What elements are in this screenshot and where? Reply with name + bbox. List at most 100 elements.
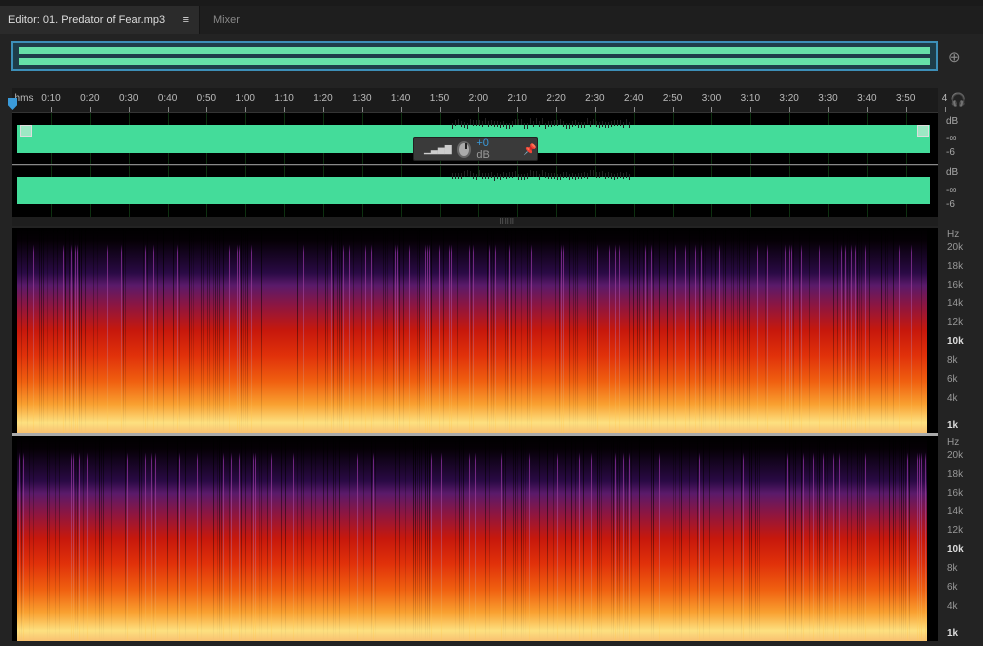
channel-divider — [12, 433, 938, 436]
waveform-peak — [545, 122, 546, 129]
waveform-peak — [599, 121, 600, 128]
ruler-tick — [944, 107, 946, 112]
waveform-peak — [488, 121, 489, 128]
waveform-right — [17, 177, 930, 204]
waveform-peak — [590, 170, 591, 177]
waveform-peak — [596, 120, 597, 127]
waveform-peak — [455, 119, 456, 126]
waveform-peak — [581, 121, 582, 128]
waveform-peak — [509, 172, 510, 179]
waveform-peak — [602, 171, 603, 178]
gain-hud[interactable]: ▁▃▅▇ +0 dB 📌 — [413, 137, 538, 161]
waveform-peak — [515, 170, 516, 177]
waveform-peak — [563, 172, 564, 179]
ruler-tick — [206, 107, 208, 112]
hz-label: 4k — [947, 393, 958, 404]
tab-mixer[interactable]: Mixer — [213, 14, 240, 26]
ruler-tick-label: 4 — [941, 93, 948, 104]
waveform-peak — [566, 172, 567, 179]
waveform-peak — [485, 173, 486, 180]
waveform-peak — [524, 174, 525, 181]
waveform-peak — [605, 122, 606, 129]
waveform-peak — [608, 122, 609, 129]
waveform-peak — [569, 174, 570, 181]
ruler-tick — [556, 107, 558, 112]
waveform-peak — [467, 122, 468, 129]
waveform-peak — [623, 173, 624, 180]
db-unit: dB — [946, 167, 959, 178]
waveform-peak — [566, 122, 567, 129]
time-ruler[interactable]: hms 0:10 0:20 0:30 0:40 0:50 1:00 1:10 1:20 1:30… — [12, 88, 947, 113]
spectrogram-right[interactable] — [12, 436, 938, 641]
ruler-unit: hms — [14, 93, 34, 104]
ruler-tick-label: 3:30 — [818, 93, 838, 104]
waveform-peak — [491, 171, 492, 178]
ruler-tick-label: 2:30 — [585, 93, 605, 104]
spectrogram-streaks — [17, 228, 927, 433]
waveform-peak — [599, 172, 600, 179]
waveform-peak — [560, 118, 561, 125]
waveform-peak — [587, 173, 588, 180]
waveform-peak — [584, 121, 585, 128]
ruler-tick — [517, 107, 519, 112]
hz-label: 18k — [947, 261, 964, 272]
waveform-peak — [506, 173, 507, 180]
panel-tabs: Editor: 01. Predator of Fear.mp3 ≡ Mixer — [0, 6, 983, 34]
overview-navigator[interactable] — [11, 41, 938, 71]
ruler-tick-label: 3:40 — [857, 93, 877, 104]
db-label: -∞ — [946, 133, 957, 144]
waveform-peak — [515, 119, 516, 126]
waveform-peak — [467, 170, 468, 177]
spectrogram-left[interactable] — [12, 228, 938, 433]
waveform-peak — [614, 119, 615, 126]
hz-label: 8k — [947, 563, 958, 574]
ruler-tick — [633, 107, 635, 112]
hz-label: 12k — [947, 525, 964, 536]
waveform-peak — [473, 119, 474, 126]
waveform-peak — [581, 173, 582, 180]
waveform-peak — [563, 121, 564, 128]
ruler-tick-label: 0:10 — [41, 93, 61, 104]
waveform-peak — [494, 120, 495, 127]
waveform-peak — [464, 121, 465, 128]
ruler-tick — [167, 107, 169, 112]
waveform-peak — [548, 172, 549, 179]
waveform-peak — [617, 120, 618, 127]
hz-label: 20k — [947, 450, 964, 461]
overview-wave-left — [19, 47, 930, 54]
gain-knob[interactable] — [456, 140, 472, 158]
waveform-peak — [623, 121, 624, 128]
waveform-peak — [590, 120, 591, 127]
waveform-channel-right[interactable] — [12, 166, 938, 217]
waveform-peak — [584, 172, 585, 179]
hz-label: 6k — [947, 582, 958, 593]
waveform-peak — [488, 173, 489, 180]
waveform-peak — [500, 122, 501, 129]
playhead-handle[interactable] — [8, 98, 17, 110]
waveform-peak — [536, 118, 537, 125]
waveform-peak — [596, 172, 597, 179]
headphones-icon[interactable]: 🎧 — [950, 92, 967, 107]
ruler-tick-label: 2:20 — [546, 93, 566, 104]
ruler-tick — [400, 107, 402, 112]
ruler-tick-label: 3:10 — [740, 93, 761, 104]
waveform-peak — [554, 119, 555, 126]
zoom-icon[interactable]: ⊕ — [948, 49, 961, 66]
waveform-peak — [482, 172, 483, 179]
ruler-tick — [245, 107, 247, 112]
waveform-peak — [557, 174, 558, 181]
panel-menu-icon[interactable]: ≡ — [182, 14, 189, 26]
tab-editor[interactable]: Editor: 01. Predator of Fear.mp3 ≡ — [0, 6, 200, 34]
waveform-peak — [593, 170, 594, 177]
panel-divider[interactable]: ⠿⠿⠿ — [12, 217, 938, 226]
pin-icon[interactable]: 📌 — [523, 143, 537, 156]
fade-in-handle[interactable] — [20, 125, 32, 137]
hz-label: 18k — [947, 469, 964, 480]
fade-out-handle[interactable] — [917, 125, 929, 137]
ruler-tick — [905, 107, 907, 112]
waveform-peak — [578, 121, 579, 128]
ruler-tick-label: 1:50 — [429, 93, 450, 104]
waveform-peak — [548, 120, 549, 127]
waveform-peak — [530, 118, 531, 125]
gain-value[interactable]: +0 dB — [476, 137, 490, 161]
